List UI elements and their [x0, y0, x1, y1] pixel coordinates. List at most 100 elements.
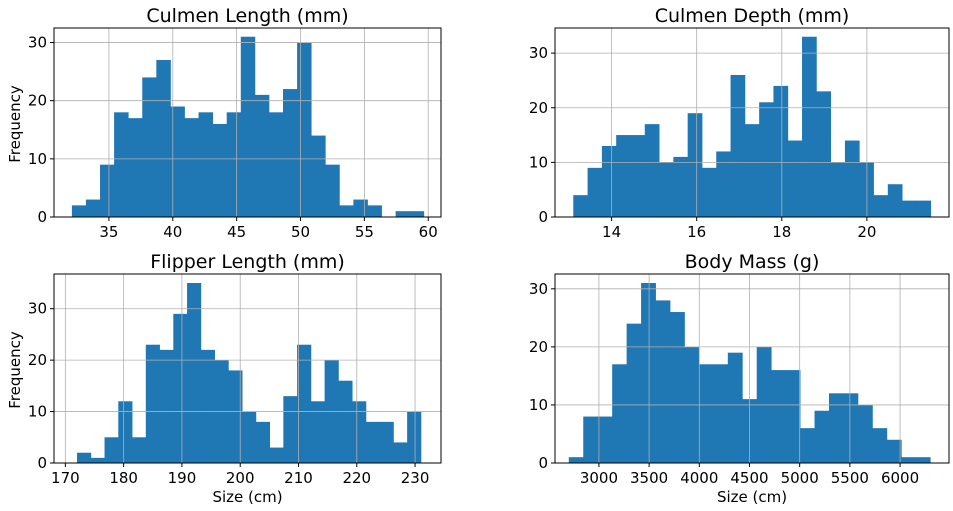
panel-title: Culmen Depth (mm): [655, 5, 850, 27]
histogram-bar: [159, 349, 174, 463]
histogram-bar: [655, 300, 671, 463]
histogram-bar: [687, 113, 703, 217]
histogram-bar: [240, 36, 256, 217]
x-tick-label: 55: [355, 223, 374, 241]
x-tick-label: 210: [284, 469, 313, 487]
histogram-bar: [90, 457, 105, 463]
x-tick-label: 20: [857, 223, 876, 241]
histogram-bar: [816, 91, 832, 217]
y-tick-label: 20: [529, 338, 548, 356]
histogram-bar: [200, 349, 215, 463]
histogram-bar: [713, 364, 729, 463]
y-tick-label: 30: [529, 44, 548, 62]
histogram-bar: [659, 162, 674, 217]
x-tick-label: 4500: [730, 469, 768, 487]
histogram-bar: [104, 437, 119, 463]
histogram-bar: [268, 112, 284, 217]
histogram-bar: [857, 404, 873, 463]
histogram-bar: [187, 283, 202, 463]
x-tick-label: 5000: [781, 469, 819, 487]
histogram-bar: [173, 313, 188, 463]
x-axis-label: Size (cm): [212, 488, 282, 506]
histogram-bar: [283, 89, 298, 217]
histogram-bar: [568, 457, 584, 463]
histogram-bar: [85, 199, 101, 217]
x-tick-label: 3000: [580, 469, 618, 487]
histogram-bar: [730, 74, 746, 218]
y-axis-label: Frequency: [6, 331, 24, 409]
histogram-bar: [379, 421, 394, 463]
histogram-bar: [132, 437, 147, 463]
y-tick-label: 10: [529, 153, 548, 171]
x-tick-label: 5500: [831, 469, 869, 487]
x-tick-label: 14: [602, 223, 621, 241]
histogram-bar: [114, 112, 129, 217]
histogram-bar: [339, 205, 354, 217]
histogram-bar: [156, 59, 171, 217]
y-tick-label: 0: [37, 208, 47, 226]
histogram-bar: [669, 312, 685, 463]
axes-frame: [554, 27, 950, 218]
histogram-bar: [338, 380, 353, 463]
histogram-bar: [785, 370, 801, 463]
y-tick-label: 0: [37, 454, 47, 472]
histogram-bar: [830, 162, 846, 217]
x-tick-label: 4000: [680, 469, 718, 487]
x-tick-label: 190: [168, 469, 197, 487]
histogram-bar: [872, 428, 888, 463]
histogram-body-mass: Body Mass (g) Size (cm) 0 10 20 30 3000 3500 4…: [529, 251, 950, 506]
histogram-bar: [814, 410, 830, 463]
axes-frame: [554, 273, 950, 464]
x-tick-label: 170: [51, 469, 80, 487]
histogram-bar: [212, 123, 228, 217]
histogram-bar: [641, 283, 656, 463]
histogram-bar: [744, 124, 760, 217]
histogram-bar: [759, 102, 774, 217]
histogram-bar: [701, 167, 717, 217]
histogram-bar: [802, 36, 817, 217]
histogram-bar: [226, 112, 242, 217]
histogram-bar: [698, 364, 714, 463]
y-tick-label: 0: [538, 454, 548, 472]
histogram-bar: [886, 439, 902, 463]
histogram-bar: [311, 135, 326, 217]
y-tick-label: 20: [28, 92, 47, 110]
x-tick-label: 40: [163, 223, 182, 241]
histogram-bar: [184, 118, 199, 217]
histogram-bar: [800, 428, 815, 463]
histogram-bar: [269, 447, 284, 463]
x-tick-label: 18: [772, 223, 791, 241]
panel-title: Culmen Length (mm): [146, 5, 348, 27]
x-tick-label: 3500: [630, 469, 668, 487]
x-axis-label: Size (cm): [717, 488, 787, 506]
histogram-bar: [844, 140, 860, 217]
histogram-bar: [716, 151, 731, 217]
histogram-bar: [873, 195, 889, 217]
histogram-bar: [916, 200, 932, 217]
y-axis-label: Frequency: [6, 85, 24, 163]
histogram-bar: [367, 205, 382, 217]
x-tick-label: 45: [227, 223, 246, 241]
histogram-bar: [198, 112, 214, 217]
histogram-bar: [283, 396, 298, 463]
x-tick-label: 220: [342, 469, 371, 487]
y-tick-label: 0: [538, 208, 548, 226]
histogram-bar: [297, 344, 312, 463]
histogram-bar: [601, 145, 617, 217]
histogram-bar: [128, 118, 143, 217]
histogram-bar: [587, 167, 603, 217]
histogram-bar: [77, 452, 92, 463]
histogram-bar: [727, 352, 743, 463]
histogram-bar: [630, 135, 646, 217]
histogram-bar: [771, 370, 787, 463]
histogram-bar: [100, 164, 115, 217]
histogram-bar: [297, 42, 312, 218]
histogram-bar: [254, 94, 270, 217]
x-tick-label: 50: [291, 223, 310, 241]
y-tick-label: 20: [28, 351, 47, 369]
x-tick-label: 6000: [881, 469, 919, 487]
histogram-bar: [644, 124, 660, 217]
histogram-bar: [242, 411, 257, 463]
histogram-bar: [118, 401, 133, 463]
histogram-bar: [915, 457, 931, 463]
